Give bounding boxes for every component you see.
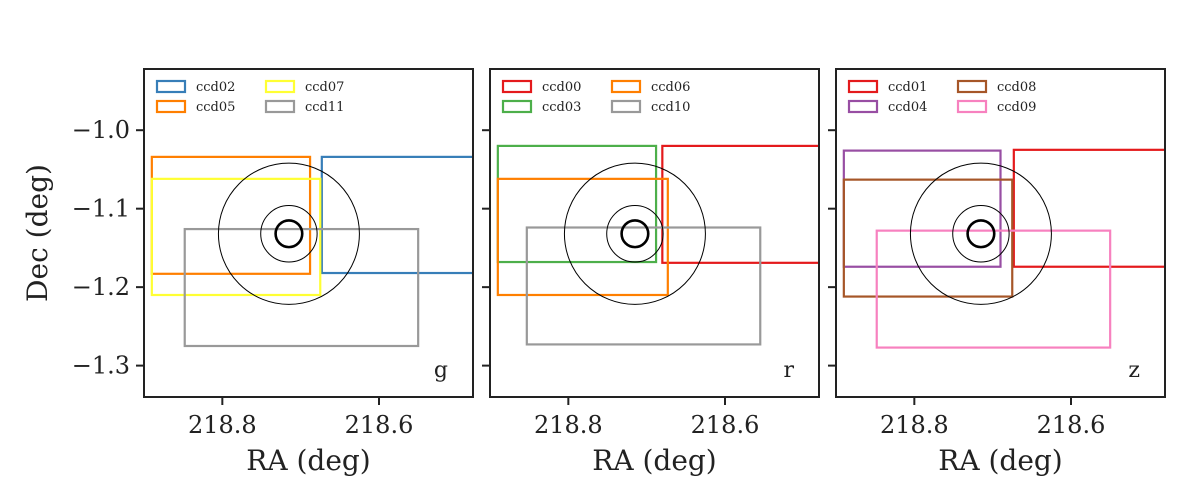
legend: ccd01 ccd04 ccd08 ccd09	[847, 79, 1036, 115]
legend-label-ccd07: ccd07	[305, 80, 344, 95]
x-tick-label: 218.8	[188, 411, 257, 439]
plot-area	[144, 69, 473, 397]
legend-label-ccd06: ccd06	[651, 80, 690, 95]
band-label: r	[783, 358, 794, 383]
legend: ccd00 ccd03 ccd06 ccd10	[501, 79, 690, 115]
radius-circle	[952, 205, 1010, 263]
panel-g: 218.8 218.6−1.0−1.1−1.2−1.3 ccd02ccd05ccd…	[21, 68, 474, 477]
panel-z: 218.8 218.6 ccd01 ccd04 ccd08 ccd09 z RA (de…	[828, 68, 1166, 477]
plot-frame	[835, 68, 1166, 398]
legend-swatch-ccd07	[264, 79, 296, 94]
panel-marks	[150, 155, 473, 348]
legend-label-ccd11: ccd11	[305, 100, 344, 115]
panel-marks	[842, 148, 1165, 349]
legend-label-ccd08: ccd08	[997, 80, 1036, 95]
y-tick-label: −1.3	[72, 352, 130, 380]
radius-circle	[563, 162, 706, 305]
legend-swatch-ccd04	[847, 99, 879, 114]
legend-label-ccd05: ccd05	[196, 100, 235, 115]
plot-frame	[143, 68, 474, 398]
ticks: 218.8 218.6 −1.0 −1.1 −1.2 −1.3	[72, 116, 414, 439]
legend-label-ccd03: ccd03	[542, 100, 581, 115]
legend-swatch-ccd00	[501, 79, 533, 94]
panel-marks	[496, 144, 819, 346]
legend-swatch-ccd09	[956, 99, 988, 114]
radius-circle	[217, 162, 360, 305]
plot-frame	[489, 68, 820, 398]
legend-label-ccd01: ccd01	[888, 80, 927, 95]
y-tick-label: −1.1	[72, 195, 130, 223]
ccd-footprint-ccd01	[1012, 148, 1165, 268]
ccd-footprint-ccd10	[525, 226, 762, 346]
legend: ccd02 ccd05 ccd07 ccd11	[155, 79, 344, 115]
legend-label-ccd02: ccd02	[196, 80, 235, 95]
x-axis-label: RA (deg)	[592, 444, 716, 477]
radius-circle	[260, 205, 318, 263]
radius-circle	[909, 162, 1052, 305]
y-tick-label: −1.2	[72, 273, 130, 301]
ticks: 218.8 218.6	[828, 129, 1106, 439]
legend-label-ccd10: ccd10	[651, 100, 690, 115]
ccd-footprint-ccd06	[496, 177, 669, 297]
ccd-footprint-ccd02	[320, 155, 473, 275]
legend-label-ccd00: ccd00	[542, 80, 581, 95]
legend-swatch-ccd05	[155, 99, 187, 114]
legend-swatch-ccd11	[264, 99, 296, 114]
legend-label-ccd04: ccd04	[888, 100, 927, 115]
y-tick-label: −1.0	[72, 116, 130, 144]
panel-r: 218.8 218.6 ccd00 ccd03 ccd06 ccd10 r RA (de…	[482, 68, 820, 477]
ccd-footprint-ccd07	[150, 177, 322, 297]
band-label: g	[434, 358, 448, 383]
legend-swatch-ccd10	[610, 99, 642, 114]
radius-circle	[620, 219, 650, 249]
ccd-footprint-ccd08	[842, 178, 1014, 298]
x-tick-label: 218.8	[880, 411, 949, 439]
x-tick-label: 218.6	[345, 411, 414, 439]
radius-circle	[606, 205, 664, 263]
band-label: z	[1128, 358, 1140, 383]
legend-swatch-ccd01	[847, 79, 879, 94]
x-tick-label: 218.6	[1037, 411, 1106, 439]
y-axis-label: Dec (deg)	[21, 164, 54, 302]
x-axis-label: RA (deg)	[938, 444, 1062, 477]
legend-swatch-ccd03	[501, 99, 533, 114]
ticks: 218.8 218.6	[482, 129, 760, 439]
legend-swatch-ccd02	[155, 79, 187, 94]
legend-label-ccd09: ccd09	[997, 100, 1036, 115]
legend-swatch-ccd08	[956, 79, 988, 94]
x-tick-label: 218.8	[534, 411, 603, 439]
x-tick-label: 218.6	[691, 411, 760, 439]
plot-area	[490, 69, 819, 397]
x-axis-label: RA (deg)	[246, 444, 370, 477]
ccd-footprint-ccd00	[661, 144, 819, 264]
radius-circle	[274, 219, 304, 249]
radius-circle	[966, 219, 996, 249]
legend-swatch-ccd06	[610, 79, 642, 94]
